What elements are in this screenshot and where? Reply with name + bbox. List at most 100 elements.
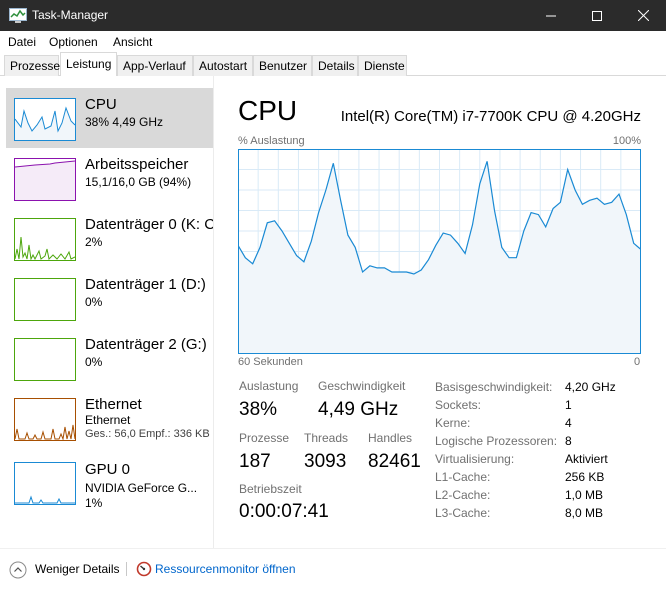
- sidebar-item-cpu[interactable]: CPU 38% 4,49 GHz: [6, 88, 213, 148]
- detail-value: 4: [565, 416, 572, 430]
- title-bar[interactable]: Task-Manager: [0, 0, 666, 31]
- threads-value: 3093: [304, 451, 347, 472]
- geschwindigkeit-label: Geschwindigkeit: [318, 379, 406, 393]
- menu-datei[interactable]: Datei: [8, 35, 37, 49]
- detail-label: Logische Prozessoren:: [435, 434, 558, 448]
- prozesse-label: Prozesse: [239, 431, 290, 445]
- disk0-thumbnail: [14, 218, 76, 261]
- close-button[interactable]: [620, 0, 666, 31]
- menu-bar: Datei Optionen Ansicht: [0, 31, 666, 53]
- close-icon: [637, 10, 649, 21]
- disk0-mini-graph: [15, 236, 75, 260]
- page-title: CPU: [238, 95, 298, 126]
- sidebar-item-title: Datenträger 0 (K: C: [85, 216, 213, 233]
- sidebar-item-detail: 0%: [85, 295, 103, 309]
- detail-value: 4,20 GHz: [565, 380, 616, 394]
- graph-border: [238, 149, 641, 354]
- detail-label: L1-Cache:: [435, 470, 491, 484]
- graph-x-right-label: 0: [634, 356, 641, 368]
- gpu-mini-graph: [15, 495, 75, 504]
- betriebszeit-label: Betriebszeit: [239, 482, 302, 496]
- footer-bar: Weniger Details Ressourcenmonitor öffnen: [0, 548, 666, 593]
- cpu-utilization-graph: [238, 149, 641, 354]
- sidebar-item-datentraeger-0[interactable]: Datenträger 0 (K: C 2%: [6, 208, 213, 268]
- tab-leistung[interactable]: Leistung: [60, 52, 117, 76]
- resource-monitor-icon[interactable]: [136, 561, 152, 577]
- sidebar-item-detail: 0%: [85, 355, 103, 369]
- sidebar-item-detail-2: Ges.: 56,0 Empf.: 336 KB: [85, 428, 210, 440]
- sidebar-item-gpu-0[interactable]: GPU 0 NVIDIA GeForce G... 1%: [6, 448, 213, 510]
- detail-value: 8,0 MB: [565, 506, 604, 520]
- task-manager-icon: [9, 8, 27, 23]
- tab-prozesse[interactable]: Prozesse: [4, 55, 60, 76]
- tab-app-verlauf[interactable]: App-Verlauf: [117, 55, 193, 76]
- menu-ansicht[interactable]: Ansicht: [113, 35, 153, 49]
- minimize-icon: [546, 15, 556, 16]
- sidebar-item-arbeitsspeicher[interactable]: Arbeitsspeicher 15,1/16,0 GB (94%): [6, 148, 213, 208]
- cpu-thumbnail: [14, 98, 76, 141]
- detail-value: 1: [565, 398, 572, 412]
- fewer-details-button[interactable]: Weniger Details: [35, 562, 120, 576]
- detail-label: Kerne:: [435, 416, 471, 430]
- resource-sidebar: CPU 38% 4,49 GHz Arbeitsspeicher 15,1/16…: [0, 76, 213, 548]
- graph-y-max-label: 100%: [612, 135, 641, 147]
- tab-details[interactable]: Details: [312, 55, 358, 76]
- prozesse-value: 187: [239, 451, 271, 472]
- sidebar-item-title: Arbeitsspeicher: [85, 156, 189, 173]
- sidebar-item-detail-2: 1%: [85, 496, 103, 510]
- detail-value: 8: [565, 434, 572, 448]
- sidebar-item-datentraeger-1[interactable]: Datenträger 1 (D:) 0%: [6, 268, 213, 328]
- betriebszeit-value: 0:00:07:41: [239, 501, 329, 522]
- maximize-icon: [592, 10, 602, 21]
- sidebar-item-title: Datenträger 2 (G:): [85, 336, 207, 353]
- handles-value: 82461: [368, 451, 421, 472]
- sidebar-item-detail: 38% 4,49 GHz: [85, 115, 164, 129]
- maximize-button[interactable]: [574, 0, 620, 31]
- menu-optionen[interactable]: Optionen: [49, 35, 98, 49]
- cpu-mini-graph: [15, 106, 75, 140]
- disk2-thumbnail: [14, 338, 76, 381]
- cpu-model-name: Intel(R) Core(TM) i7-7700K CPU @ 4.20GHz: [340, 108, 641, 125]
- handles-label: Handles: [368, 431, 413, 445]
- memory-mini-graph: [15, 160, 75, 200]
- geschwindigkeit-value: 4,49 GHz: [318, 399, 399, 420]
- tab-benutzer[interactable]: Benutzer: [253, 55, 312, 76]
- ethernet-mini-graph: [15, 424, 75, 440]
- minimize-button[interactable]: [528, 0, 574, 31]
- detail-value: 256 KB: [565, 470, 605, 484]
- cpu-usage-area: [238, 161, 641, 354]
- window-title: Task-Manager: [32, 8, 109, 22]
- detail-label: L2-Cache:: [435, 488, 491, 502]
- auslastung-value: 38%: [239, 399, 278, 420]
- sidebar-item-datentraeger-2[interactable]: Datenträger 2 (G:) 0%: [6, 328, 213, 388]
- sidebar-item-detail: 15,1/16,0 GB (94%): [85, 175, 192, 189]
- sidebar-item-ethernet[interactable]: Ethernet Ethernet Ges.: 56,0 Empf.: 336 …: [6, 388, 213, 448]
- auslastung-label: Auslastung: [239, 379, 299, 393]
- sidebar-item-detail: Ethernet: [85, 413, 131, 427]
- tab-dienste[interactable]: Dienste: [358, 55, 407, 76]
- detail-value: Aktiviert: [565, 452, 608, 466]
- detail-label: Sockets:: [435, 398, 482, 412]
- resource-monitor-link[interactable]: Ressourcenmonitor öffnen: [155, 562, 296, 576]
- gpu-thumbnail: [14, 462, 76, 505]
- sidebar-item-detail: NVIDIA GeForce G...: [85, 481, 198, 495]
- sidebar-item-title: Datenträger 1 (D:): [85, 276, 206, 293]
- tab-autostart[interactable]: Autostart: [193, 55, 253, 76]
- detail-value: 1,0 MB: [565, 488, 604, 502]
- detail-label: L3-Cache:: [435, 506, 491, 520]
- cpu-usage-line: [238, 161, 641, 275]
- detail-label: Basisgeschwindigkeit:: [435, 380, 553, 394]
- detail-label: Virtualisierung:: [435, 452, 515, 466]
- ethernet-thumbnail: [14, 398, 76, 441]
- memory-thumbnail: [14, 158, 76, 201]
- sidebar-item-title: Ethernet: [85, 396, 142, 413]
- graph-y-label: % Auslastung: [238, 135, 305, 147]
- graph-x-left-label: 60 Sekunden: [238, 356, 303, 368]
- sidebar-item-title: CPU: [85, 96, 117, 113]
- chevron-up-icon[interactable]: [9, 561, 27, 579]
- disk1-thumbnail: [14, 278, 76, 321]
- threads-label: Threads: [304, 431, 349, 445]
- sidebar-item-detail: 2%: [85, 235, 103, 249]
- sidebar-item-title: GPU 0: [85, 461, 131, 478]
- sidebar-divider: [213, 76, 214, 548]
